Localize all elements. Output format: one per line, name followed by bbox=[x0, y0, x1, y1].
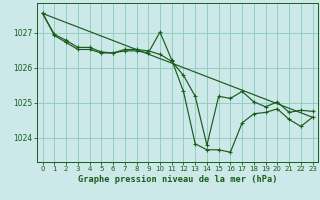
X-axis label: Graphe pression niveau de la mer (hPa): Graphe pression niveau de la mer (hPa) bbox=[78, 175, 277, 184]
